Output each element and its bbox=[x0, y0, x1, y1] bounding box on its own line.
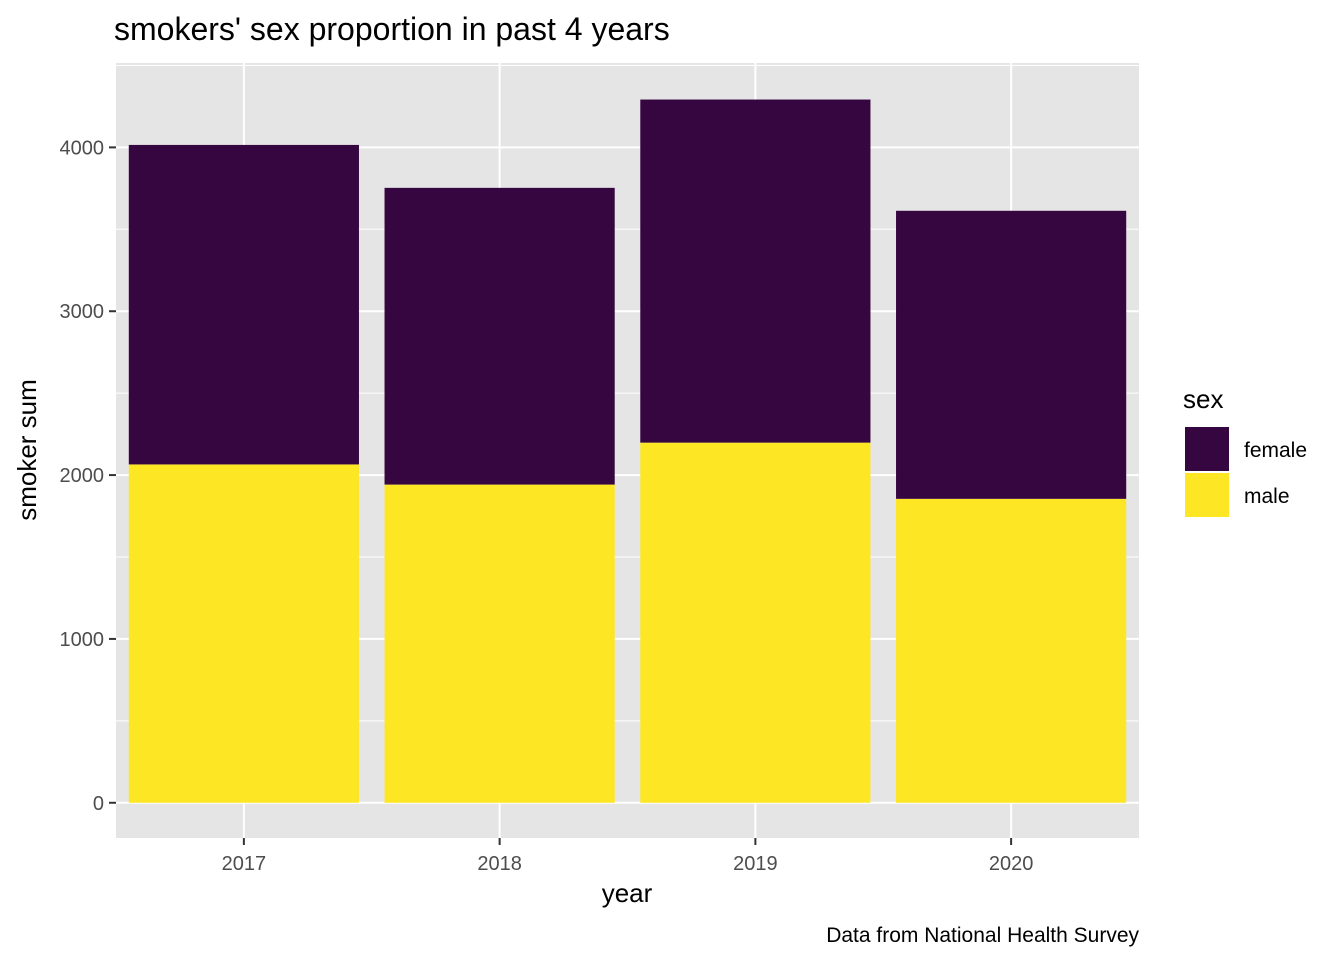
bar-male-2019 bbox=[640, 442, 871, 803]
y-axis: 0 1000 2000 3000 4000 bbox=[60, 137, 116, 815]
legend-label-female: female bbox=[1244, 439, 1307, 462]
x-axis: 2017 2018 2019 2020 bbox=[222, 838, 1034, 875]
chart-title: smokers' sex proportion in past 4 years bbox=[114, 11, 670, 47]
y-tick-label: 1000 bbox=[60, 629, 105, 651]
bar-female-2019 bbox=[640, 99, 871, 443]
y-tick-label: 0 bbox=[93, 793, 104, 815]
y-tick-label: 3000 bbox=[60, 301, 105, 323]
legend-swatch-female bbox=[1185, 427, 1229, 471]
x-tick-label: 2019 bbox=[733, 853, 778, 875]
y-tick-label: 2000 bbox=[60, 465, 105, 487]
bar-female-2020 bbox=[896, 210, 1127, 499]
x-axis-title: year bbox=[602, 878, 653, 908]
bars bbox=[128, 99, 1127, 803]
x-tick-label: 2018 bbox=[477, 853, 522, 875]
y-tick-label: 4000 bbox=[60, 137, 105, 159]
y-axis-title: smoker sum bbox=[12, 379, 42, 521]
bar-male-2018 bbox=[384, 484, 615, 803]
x-tick-label: 2017 bbox=[222, 853, 267, 875]
bar-female-2018 bbox=[384, 187, 615, 485]
caption: Data from National Health Survey bbox=[826, 924, 1139, 947]
legend-swatch-male bbox=[1185, 473, 1229, 517]
legend-title: sex bbox=[1183, 384, 1223, 414]
x-tick-label: 2020 bbox=[989, 853, 1034, 875]
legend-label-male: male bbox=[1244, 485, 1290, 508]
legend: sex female male bbox=[1183, 384, 1307, 517]
bar-female-2017 bbox=[128, 144, 359, 465]
bar-male-2020 bbox=[896, 498, 1127, 803]
bar-male-2017 bbox=[128, 464, 359, 803]
